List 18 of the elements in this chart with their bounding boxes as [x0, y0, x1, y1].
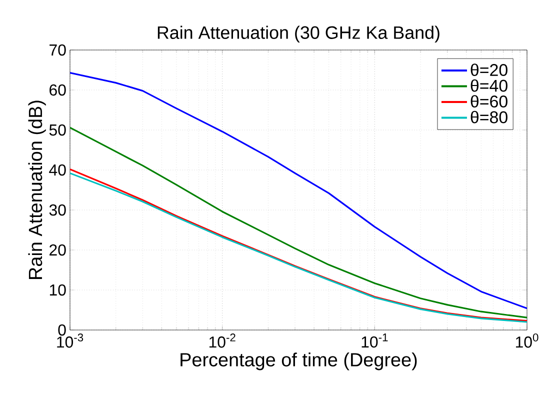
legend-label: θ=80 — [470, 110, 508, 124]
y-tick-label: 30 — [49, 204, 66, 216]
y-tick-label: 40 — [49, 164, 66, 176]
y-tick-label: 60 — [50, 84, 66, 96]
legend-label: θ=60 — [470, 95, 508, 108]
x-tick-label: 10$^{-1}$ — [362, 334, 388, 348]
y-tick-label: 20 — [50, 244, 66, 256]
legend-label: θ=20 — [470, 64, 508, 76]
legend-label: θ=40 — [470, 79, 508, 92]
x-axis-title: Percentage of time (Degree) — [180, 352, 417, 370]
y-tick-label: 10 — [50, 284, 66, 296]
y-tick-label: 70 — [50, 44, 66, 56]
y-tick-label: 0 — [58, 324, 66, 336]
x-tick-label: 10$^{0}$ — [516, 334, 538, 348]
y-axis-title: Rain Attenuation (dB) — [28, 100, 46, 279]
x-tick-label: 10$^{-2}$ — [209, 334, 236, 348]
y-tick-label: 50 — [49, 124, 66, 136]
chart-title: Rain Attenuation (30 GHz Ka Band) — [158, 26, 440, 43]
